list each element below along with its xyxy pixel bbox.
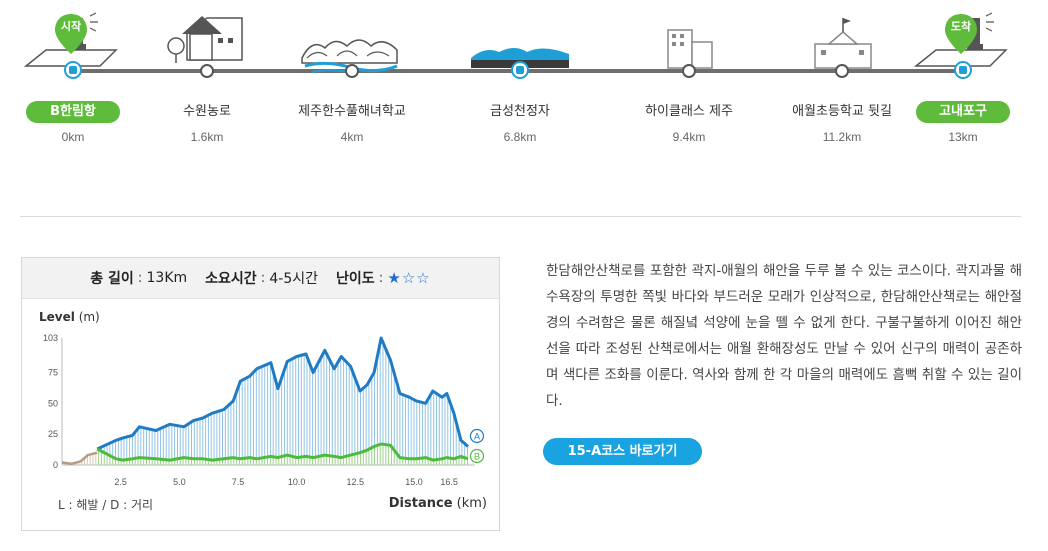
shared-start-line xyxy=(61,451,98,466)
bus-stop-icon xyxy=(954,61,972,79)
stop-name: 제주한수풀해녀학교 xyxy=(298,104,406,119)
stop-dot xyxy=(345,64,359,78)
course-link-button[interactable]: 15-A코스 바로가기 xyxy=(543,438,702,465)
stop-dot xyxy=(682,64,696,78)
bus-stop-icon xyxy=(511,61,529,79)
stop-distance: 6.8km xyxy=(503,130,537,144)
route-stop-1[interactable]: 수원농로 1.6km xyxy=(137,0,277,160)
length-value: 13Km xyxy=(146,270,188,286)
series-b-line xyxy=(96,442,469,462)
y-tick-label: 75 xyxy=(48,368,58,378)
stop-name: B한림항 xyxy=(26,101,120,123)
series-a-line xyxy=(96,336,469,451)
stop-name: 고내포구 xyxy=(916,101,1010,123)
y-tick-label: 50 xyxy=(48,398,58,408)
start-marker-label: 시작 xyxy=(60,20,82,33)
length-label: 총 길이 xyxy=(90,271,134,287)
x-tick-label: 12.5 xyxy=(347,477,365,487)
stop-dot xyxy=(835,64,849,78)
y-tick-label: 103 xyxy=(43,333,58,343)
building-icon xyxy=(667,29,713,69)
y-tick-label: 0 xyxy=(53,460,58,470)
time-label: 소요시간 xyxy=(205,271,257,287)
chart-footnote: L : 해발 / D : 거리 xyxy=(58,498,154,512)
difficulty-stars: ★☆☆ xyxy=(387,269,431,287)
route-strip: 시작 B한림항 0km 수원농로 1.6km 제주한수풀해녀학교 4km xyxy=(0,0,1048,200)
x-tick-label: 10.0 xyxy=(288,477,306,487)
y-axis-title: Level (m) xyxy=(39,310,100,324)
stop-distance: 4km xyxy=(340,130,364,144)
x-tick-label: 5.0 xyxy=(173,477,186,487)
elevation-card: 총 길이 : 13Km 소요시간 : 4-5시간 난이도 : ★☆☆ Level… xyxy=(21,257,500,531)
route-stop-3[interactable]: 금성천정자 6.8km xyxy=(450,0,590,160)
route-stop-2[interactable]: 제주한수풀해녀학교 4km xyxy=(282,0,422,160)
route-stop-end[interactable]: 도착 고내포구 13km xyxy=(893,0,1033,160)
stop-distance: 13km xyxy=(948,130,978,144)
difficulty-label: 난이도 xyxy=(336,271,375,287)
route-stop-4[interactable]: 하이클래스 제주 9.4km xyxy=(619,0,759,160)
series-b-badge xyxy=(469,448,485,464)
x-tick-label: 16.5 xyxy=(440,477,458,487)
stop-name: 금성천정자 xyxy=(490,104,550,119)
series-a-badge xyxy=(469,428,485,444)
time-value: 4-5시간 xyxy=(269,271,319,287)
section-divider xyxy=(20,216,1021,217)
stop-name: 애월초등학교 뒷길 xyxy=(792,104,892,119)
x-tick-label: 15.0 xyxy=(405,477,423,487)
elevation-chart: 103 75 50 25 0 2.5 5.0 7.5 10.0 12.5 15.0 16.5 AB xyxy=(43,333,485,487)
house-icon xyxy=(167,16,243,63)
stop-distance: 1.6km xyxy=(190,130,224,144)
route-stop-start[interactable]: 시작 B한림항 0km xyxy=(3,0,143,160)
stop-dot xyxy=(200,64,214,78)
course-summary: 총 길이 : 13Km 소요시간 : 4-5시간 난이도 : ★☆☆ xyxy=(22,258,499,299)
series-b-label: B xyxy=(474,452,480,462)
start-marker-icon xyxy=(55,14,87,54)
stop-distance: 9.4km xyxy=(672,130,706,144)
y-tick-label: 25 xyxy=(48,429,58,439)
stop-distance: 11.2km xyxy=(822,130,862,144)
end-marker-icon xyxy=(945,14,977,54)
x-axis-title: Distance (km) xyxy=(388,496,487,511)
route-stop-5[interactable]: 애월초등학교 뒷길 11.2km xyxy=(772,0,912,160)
bus-stop-icon xyxy=(64,61,82,79)
stop-name: 하이클래스 제주 xyxy=(645,104,733,119)
series-a-label: A xyxy=(474,432,480,442)
stop-name: 수원농로 xyxy=(183,104,231,119)
end-marker-label: 도착 xyxy=(950,20,972,33)
course-description: 한담해안산책로를 포함한 곽지-애월의 해안을 두루 볼 수 있는 코스이다. … xyxy=(546,263,1022,409)
rocks-icon xyxy=(301,39,398,75)
stop-distance: 0km xyxy=(61,130,85,144)
x-tick-label: 2.5 xyxy=(114,477,127,487)
x-tick-label: 7.5 xyxy=(232,477,245,487)
